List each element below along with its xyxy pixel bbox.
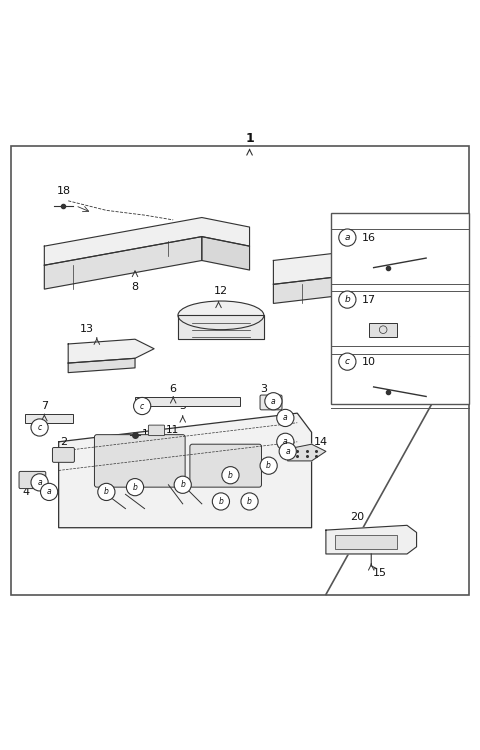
Circle shape: [265, 393, 282, 410]
Polygon shape: [274, 274, 355, 304]
Circle shape: [31, 419, 48, 436]
Text: 18: 18: [56, 186, 71, 196]
Text: b: b: [266, 461, 271, 470]
Text: 8: 8: [132, 282, 139, 292]
Text: 13: 13: [80, 325, 94, 334]
FancyBboxPatch shape: [52, 448, 74, 462]
FancyBboxPatch shape: [95, 435, 185, 488]
Text: 9: 9: [341, 234, 348, 244]
Text: a: a: [345, 233, 350, 242]
Text: a: a: [286, 447, 290, 456]
Bar: [369, 322, 397, 337]
Circle shape: [260, 457, 277, 474]
Circle shape: [31, 474, 48, 491]
Circle shape: [222, 466, 239, 484]
Text: b: b: [228, 471, 233, 480]
Text: a: a: [283, 437, 288, 446]
Text: 5: 5: [179, 400, 186, 411]
Bar: [331, 213, 469, 404]
Text: c: c: [345, 357, 350, 366]
Circle shape: [174, 476, 192, 494]
Text: 6: 6: [170, 384, 177, 394]
Text: 19: 19: [142, 429, 156, 439]
Circle shape: [279, 442, 296, 460]
Text: 20: 20: [350, 512, 364, 522]
Text: a: a: [283, 413, 288, 422]
Text: b: b: [132, 483, 137, 492]
Circle shape: [133, 398, 151, 415]
Text: a: a: [37, 478, 42, 487]
Polygon shape: [326, 525, 417, 554]
Bar: [336, 535, 397, 549]
Circle shape: [241, 493, 258, 510]
Text: 17: 17: [362, 295, 376, 304]
FancyBboxPatch shape: [19, 472, 46, 488]
Text: c: c: [37, 423, 42, 432]
Circle shape: [126, 478, 144, 496]
Bar: [25, 414, 73, 423]
Text: 11: 11: [166, 425, 180, 435]
Text: 3: 3: [260, 384, 267, 394]
Circle shape: [40, 483, 58, 500]
FancyBboxPatch shape: [190, 444, 262, 488]
Polygon shape: [68, 339, 154, 363]
Circle shape: [379, 326, 387, 334]
Circle shape: [212, 493, 229, 510]
Circle shape: [277, 410, 294, 427]
Text: 14: 14: [314, 436, 328, 447]
Text: 16: 16: [362, 232, 376, 242]
Polygon shape: [44, 236, 202, 289]
Circle shape: [339, 353, 356, 370]
Text: 4: 4: [23, 488, 30, 497]
Text: 15: 15: [372, 568, 387, 578]
FancyBboxPatch shape: [260, 395, 282, 410]
Text: b: b: [180, 480, 185, 489]
Circle shape: [277, 433, 294, 451]
Polygon shape: [68, 358, 135, 373]
Text: b: b: [104, 488, 109, 496]
Text: 12: 12: [214, 286, 228, 296]
Circle shape: [339, 291, 356, 308]
Polygon shape: [355, 274, 393, 313]
Polygon shape: [59, 413, 312, 528]
Text: a: a: [271, 397, 276, 406]
Polygon shape: [274, 251, 393, 289]
Text: 1: 1: [245, 132, 254, 145]
Text: b: b: [218, 497, 223, 506]
Text: 2: 2: [60, 436, 67, 446]
Polygon shape: [178, 315, 264, 339]
FancyBboxPatch shape: [148, 425, 165, 436]
Text: 7: 7: [41, 400, 48, 411]
Text: b: b: [345, 295, 350, 304]
Text: b: b: [247, 497, 252, 506]
Circle shape: [339, 229, 356, 246]
Text: c: c: [140, 401, 144, 410]
Text: 10: 10: [362, 357, 376, 367]
Polygon shape: [288, 444, 326, 461]
Bar: [135, 398, 240, 406]
Circle shape: [98, 483, 115, 500]
Polygon shape: [44, 217, 250, 266]
Polygon shape: [202, 236, 250, 270]
Ellipse shape: [178, 301, 264, 330]
Text: a: a: [47, 488, 51, 496]
